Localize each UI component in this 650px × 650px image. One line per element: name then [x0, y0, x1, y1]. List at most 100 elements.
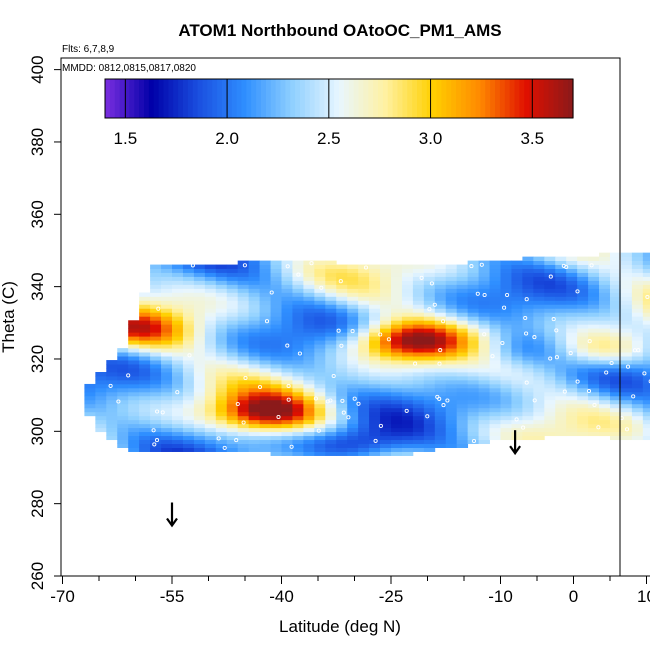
- heatmap-cell: [478, 399, 490, 405]
- heatmap-cell: [631, 292, 644, 297]
- heatmap-cell: [566, 268, 578, 273]
- heatmap-cell: [610, 375, 622, 381]
- heatmap-cell: [139, 324, 151, 329]
- heatmap-cell: [193, 296, 206, 301]
- heatmap-cell: [369, 415, 381, 421]
- heatmap-cell: [161, 320, 173, 325]
- heatmap-cell: [478, 368, 490, 373]
- heatmap-cell: [248, 395, 260, 401]
- heatmap-cell: [347, 399, 359, 405]
- heatmap-cell: [347, 332, 359, 337]
- heatmap-cell: [478, 264, 490, 269]
- heatmap-cell: [445, 395, 458, 401]
- heatmap-cell: [193, 364, 206, 369]
- heatmap-cell: [434, 379, 447, 385]
- heatmap-cell: [631, 276, 644, 281]
- heatmap-cell: [467, 368, 479, 373]
- heatmap-cell: [391, 280, 403, 285]
- heatmap-cell: [555, 304, 567, 309]
- heatmap-cell: [544, 427, 556, 433]
- heatmap-cell: [303, 399, 315, 405]
- heatmap-cell: [270, 407, 282, 413]
- heatmap-cell: [347, 352, 359, 357]
- heatmap-cell: [215, 395, 228, 401]
- heatmap-cell: [456, 372, 469, 377]
- heatmap-cell: [599, 320, 611, 325]
- heatmap-cell: [347, 423, 359, 429]
- heatmap-cell: [237, 324, 250, 329]
- heatmap-cell: [303, 447, 315, 452]
- heatmap-cell: [642, 284, 650, 289]
- heatmap-cell: [270, 395, 282, 401]
- heatmap-cell: [117, 387, 129, 393]
- heatmap-cell: [500, 356, 512, 361]
- heatmap-cell: [215, 288, 228, 293]
- heatmap-cell: [533, 276, 545, 281]
- heatmap-cell: [434, 368, 447, 373]
- heatmap-cell: [336, 364, 348, 369]
- heatmap-cell: [434, 443, 447, 448]
- heatmap-cell: [456, 288, 469, 293]
- heatmap-cell: [544, 308, 556, 313]
- heatmap-cell: [182, 268, 195, 273]
- heatmap-cell: [391, 399, 403, 405]
- heatmap-cell: [642, 272, 650, 277]
- heatmap-cell: [270, 260, 282, 265]
- heatmap-cell: [193, 336, 206, 341]
- heatmap-cell: [544, 403, 556, 409]
- heatmap-cell: [204, 423, 217, 429]
- heatmap-cell: [369, 368, 381, 373]
- heatmap-cell: [401, 296, 414, 301]
- heatmap-cell: [128, 387, 140, 393]
- heatmap-cell: [347, 344, 359, 349]
- heatmap-cell: [248, 411, 260, 417]
- heatmap-cell: [150, 268, 162, 273]
- heatmap-cell: [412, 344, 425, 349]
- heatmap-cell: [292, 340, 304, 345]
- heatmap-cell: [281, 320, 293, 325]
- heatmap-cell: [193, 348, 206, 353]
- heatmap-cell: [478, 352, 490, 357]
- heatmap-cell: [303, 383, 315, 389]
- heatmap-cell: [456, 292, 469, 297]
- heatmap-cell: [511, 383, 523, 389]
- heatmap-cell: [620, 280, 633, 285]
- heatmap-cell: [215, 320, 228, 325]
- heatmap-cell: [215, 328, 228, 333]
- heatmap-cell: [237, 364, 250, 369]
- heatmap-cell: [303, 264, 315, 269]
- heatmap-cell: [270, 451, 282, 456]
- heatmap-cell: [599, 332, 611, 337]
- heatmap-cell: [314, 304, 326, 309]
- heatmap-cell: [292, 427, 304, 433]
- heatmap-cell: [588, 423, 600, 429]
- heatmap-cell: [336, 348, 348, 353]
- heatmap-cell: [358, 364, 370, 369]
- heatmap-cell: [172, 344, 184, 349]
- heatmap-cell: [620, 336, 633, 341]
- heatmap-cell: [369, 391, 381, 397]
- heatmap-cell: [642, 379, 650, 385]
- heatmap-cell: [533, 304, 545, 309]
- heatmap-cell: [150, 304, 162, 309]
- heatmap-cell: [610, 328, 622, 333]
- heatmap-cell: [259, 328, 271, 333]
- heatmap-cell: [588, 383, 600, 389]
- heatmap-cell: [161, 336, 173, 341]
- heatmap-cell: [445, 360, 458, 365]
- heatmap-cell: [599, 316, 611, 321]
- heatmap-cell: [380, 431, 392, 437]
- heatmap-cell: [412, 336, 425, 341]
- heatmap-cell: [522, 328, 534, 333]
- heatmap-cell: [369, 340, 381, 345]
- heatmap-cell: [642, 268, 650, 273]
- heatmap-cell: [106, 431, 118, 437]
- heatmap-cell: [423, 340, 436, 345]
- heatmap-cell: [139, 415, 151, 421]
- heatmap-cell: [631, 348, 644, 353]
- heatmap-cell: [270, 383, 282, 389]
- heatmap-cell: [281, 296, 293, 301]
- heatmap-cell: [303, 336, 315, 341]
- heatmap-cell: [631, 403, 644, 409]
- heatmap-cell: [215, 447, 228, 452]
